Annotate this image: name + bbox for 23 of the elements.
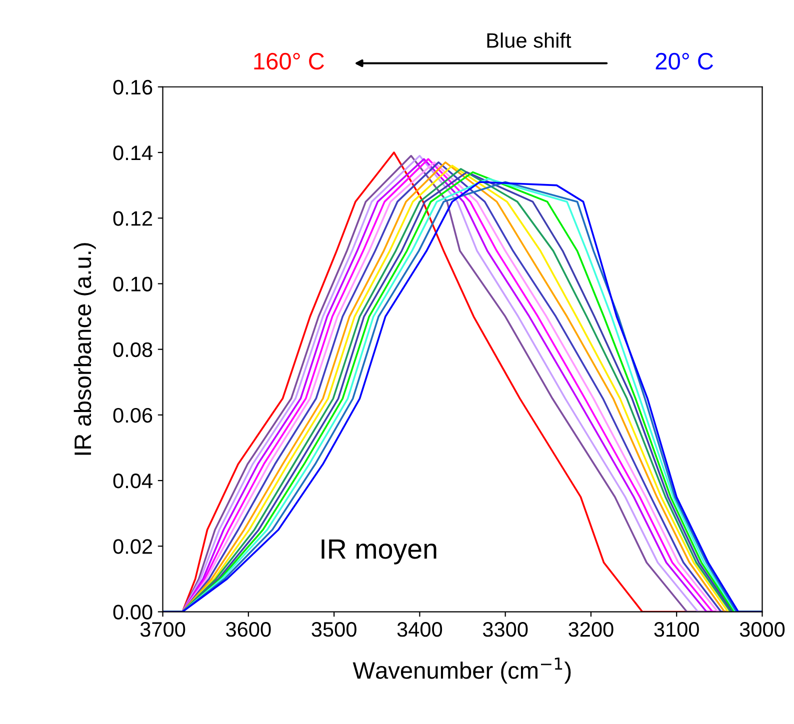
text: 160° C [254,52,324,70]
x-tick-label: 3300 [482,622,528,637]
x-tick-label: 3500 [312,622,356,637]
x-tick-label: 3000 [740,622,785,637]
y-tick-label: 0.12 [113,211,152,226]
y-tick-label: 0.16 [113,80,152,95]
x-tick-label: 3200 [568,622,614,637]
text: Blue shift [487,32,572,48]
text: 20° C [656,52,714,70]
y-tick-label: 0.10 [113,276,152,292]
x-tick-label: 3400 [397,622,442,637]
x-tick-label: 3700 [140,622,186,637]
x-tick-label: 3100 [654,622,699,637]
y-axis-title: IR absorbance (a.u.) [74,243,96,455]
y-tick-label: 0.06 [113,408,152,423]
y-tick-label: 0.14 [113,145,152,160]
x-axis-title: Wavenumber (cm$^{−1}$) [352,658,571,684]
annotation: IR moyen [322,539,436,564]
x-tick-label: 3600 [226,622,271,637]
y-tick-label: 0.02 [113,539,152,554]
y-tick-label: 0.08 [113,342,152,358]
y-tick-label: 0.04 [113,474,152,488]
y-tick-label: 0.00 [113,604,152,620]
